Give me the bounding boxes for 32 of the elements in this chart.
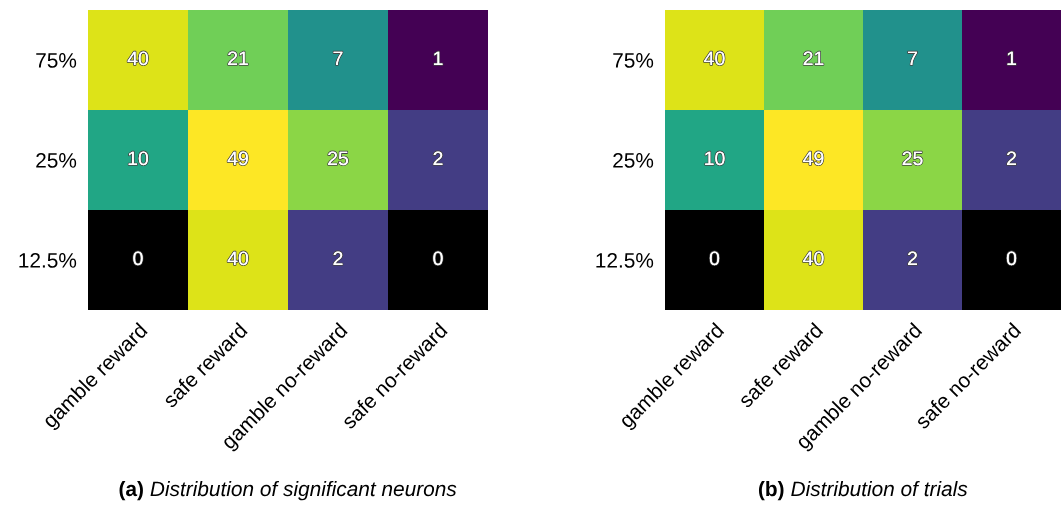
data-label: 25 — [902, 151, 923, 166]
data-label: 2 — [908, 251, 917, 266]
data-label: 0 — [433, 251, 443, 266]
data-label: 2 — [1007, 151, 1016, 166]
data-label: 0 — [1006, 251, 1017, 266]
data-label: 21 — [803, 51, 824, 66]
y-tick-label: 75% — [613, 53, 654, 68]
data-label: 0 — [133, 251, 143, 266]
data-label: 10 — [128, 151, 149, 166]
text: (a) Distribution of significant neurons — [119, 480, 457, 501]
data-label: 40 — [704, 51, 725, 66]
data-label: 1 — [434, 51, 443, 66]
y-tick-label: 12.5% — [19, 253, 77, 268]
y-tick-label: 12.5% — [596, 253, 654, 268]
data-label: 2 — [333, 251, 343, 266]
data-label: 40 — [803, 251, 824, 266]
data-label: 49 — [803, 151, 824, 166]
y-tick-label: 75% — [36, 53, 77, 68]
data-label: 0 — [709, 251, 720, 266]
y-tick-label: 25% — [36, 153, 77, 168]
data-label: 40 — [127, 51, 149, 66]
data-label: 40 — [227, 251, 249, 266]
data-label: 7 — [333, 51, 343, 66]
data-label: 7 — [908, 51, 917, 66]
data-label: 2 — [433, 151, 443, 166]
data-label: 49 — [227, 151, 248, 166]
data-label: 21 — [228, 51, 248, 66]
data-label: 25 — [328, 151, 348, 166]
data-label: 1 — [1007, 51, 1016, 66]
text: (b) Distribution of trials — [758, 480, 968, 501]
data-label: 10 — [705, 151, 725, 166]
y-tick-label: 25% — [613, 153, 654, 168]
